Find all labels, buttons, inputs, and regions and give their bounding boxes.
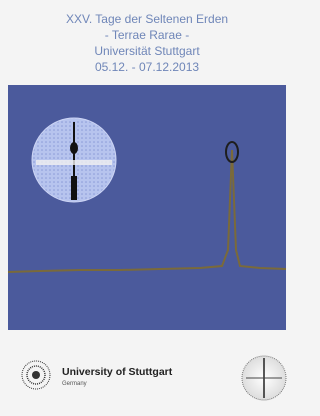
- poster: XXV. Tage der Seltenen Erden - Terrae Ra…: [0, 0, 294, 416]
- title-line: 05.12. - 07.12.2013: [0, 60, 294, 74]
- title-line: Universität Stuttgart: [0, 44, 294, 58]
- tower-head: [70, 142, 78, 154]
- tower-base: [71, 176, 77, 200]
- title-line: - Terrae Rarae -: [0, 28, 294, 42]
- emblem: [242, 356, 286, 400]
- title-line: XXV. Tage der Seltenen Erden: [0, 12, 294, 26]
- logo-name: University of Stuttgart: [62, 366, 172, 378]
- tower-scale: [36, 160, 112, 165]
- logo-country: Germany: [62, 381, 87, 387]
- blue-panel: [8, 85, 286, 330]
- uni-logo: [22, 361, 50, 389]
